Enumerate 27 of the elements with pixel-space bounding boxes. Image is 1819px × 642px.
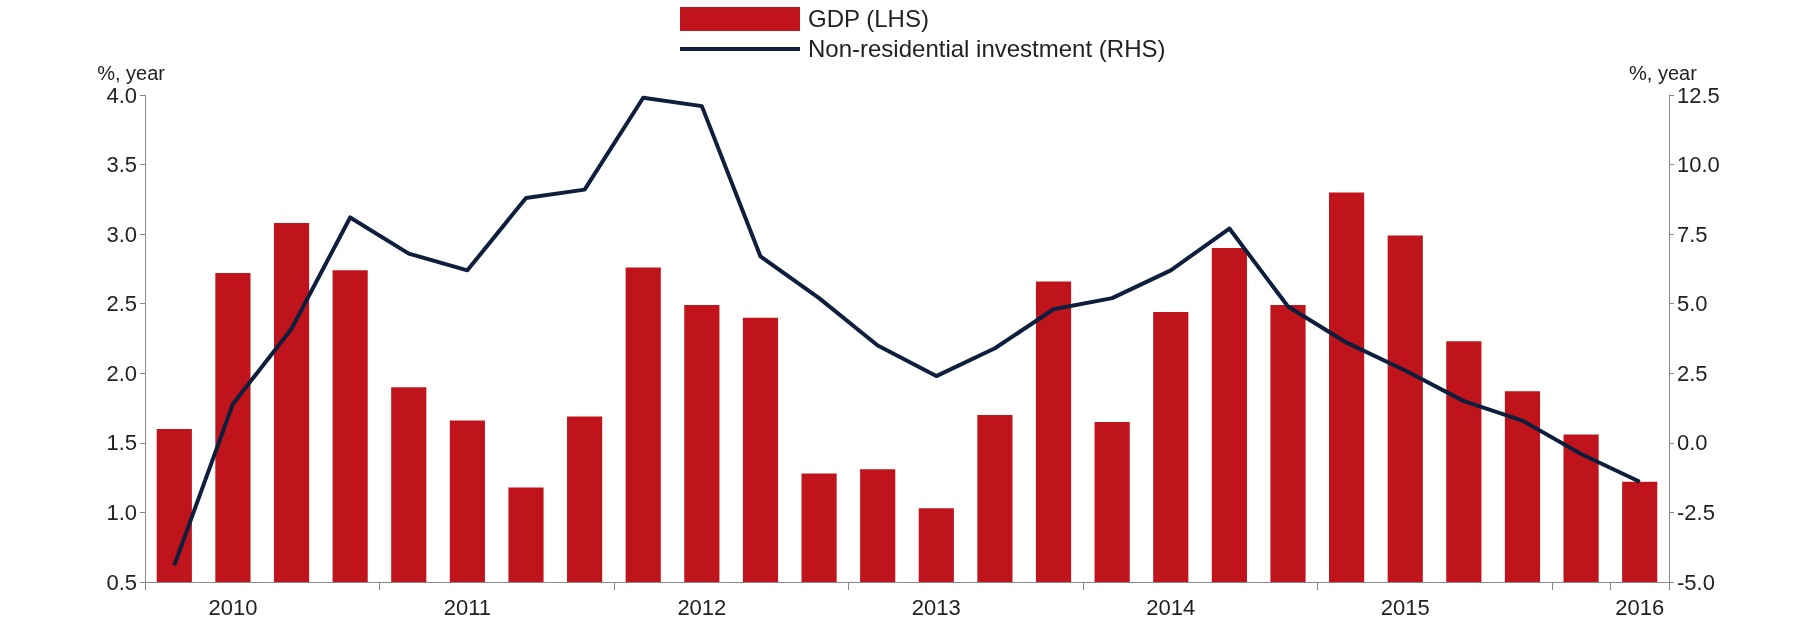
y-tick-label: 3.5 [106,152,137,178]
line-series [172,95,1642,568]
x-tick-label: 2014 [1146,594,1196,620]
legend-label: Non-residential investment (RHS) [808,34,1166,64]
y-tick-label: 1.5 [106,430,137,456]
y2-tick-label: -2.5 [1677,499,1715,525]
y-tick-label: 0.5 [106,569,137,595]
y2-axis-title: %, year [1629,62,1698,84]
y-axis-title: %, year [97,62,166,84]
y-tick-label: 2.5 [106,291,137,317]
x-tick-label: 2015 [1380,594,1430,620]
legend-label: GDP (LHS) [808,4,929,34]
x-tick-label: 2010 [208,594,258,620]
x-tick-label: 2012 [677,594,727,620]
y2-tick-label: 7.5 [1677,221,1708,247]
y-tick-label: 1.0 [106,499,137,525]
y2-tick-label: 2.5 [1677,360,1708,386]
y-tick-label: 3.0 [106,221,137,247]
y2-tick-label: 10.0 [1677,152,1720,178]
y-tick-label: 2.0 [106,360,137,386]
y2-tick-label: 0.0 [1677,430,1708,456]
x-tick-label: 2016 [1615,594,1665,620]
y2-tick-label: 12.5 [1677,82,1720,108]
x-tick-label: 2011 [443,594,492,620]
x-tick-label: 2013 [911,594,961,620]
y2-tick-label: 5.0 [1677,291,1708,317]
y2-tick-label: -5.0 [1677,569,1715,595]
